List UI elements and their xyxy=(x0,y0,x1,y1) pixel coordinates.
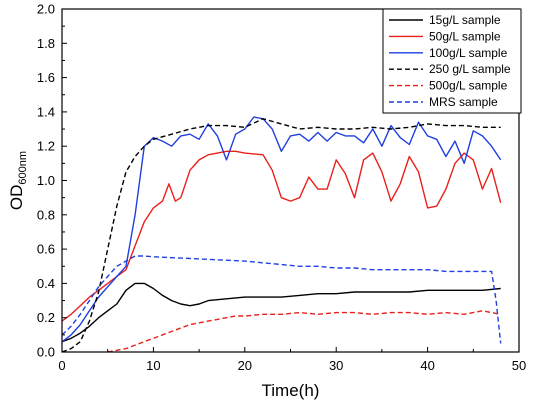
series-line-5 xyxy=(107,310,501,352)
x-axis-title: Time(h) xyxy=(262,381,320,400)
legend-label: 100g/L sample xyxy=(429,46,508,60)
series-layer xyxy=(62,116,502,352)
x-tick-label: 30 xyxy=(329,358,343,373)
legend-label: MRS sample xyxy=(429,95,498,109)
y-tick-label: 0.4 xyxy=(37,276,55,291)
y-tick-label: 0.0 xyxy=(37,345,55,360)
ticks-layer: 0 10 20 30 40 50 0.0 0.2 0.4 0.6 0.8 1.0 1.2 1.4 1.6 1.… xyxy=(37,2,526,374)
y-axis-title-main: OD xyxy=(7,185,26,211)
y-tick-label: 0.6 xyxy=(37,242,55,257)
legend-label: 50g/L sample xyxy=(429,29,501,43)
y-tick-label: 2.0 xyxy=(37,2,55,17)
y-tick-label: 0.8 xyxy=(37,207,55,222)
series-line-2 xyxy=(62,150,502,322)
y-tick-label: 1.8 xyxy=(37,36,55,51)
x-tick-label: 10 xyxy=(146,358,160,373)
y-tick-label: 1.0 xyxy=(37,173,55,188)
x-tick-label: 50 xyxy=(512,358,526,373)
series-line-6 xyxy=(62,255,502,344)
y-axis-title-subscript: 600nm xyxy=(17,151,29,185)
y-tick-label: 0.2 xyxy=(37,310,55,325)
series-line-3 xyxy=(62,116,502,343)
series-line-4 xyxy=(62,118,501,352)
y-tick-label: 1.6 xyxy=(37,70,55,85)
legend-label: 500g/L sample xyxy=(429,79,508,93)
x-tick-label: 0 xyxy=(58,358,65,373)
x-tick-label: 20 xyxy=(238,358,252,373)
legend: 15g/L sample 50g/L sample 100g/L sample 250… xyxy=(382,8,522,114)
y-tick-label: 1.4 xyxy=(37,104,55,119)
legend-label: 15g/L sample xyxy=(429,13,501,27)
x-tick-label: 40 xyxy=(420,358,434,373)
series-line-1 xyxy=(62,282,501,343)
legend-box xyxy=(382,8,522,114)
y-axis-title: OD600nm xyxy=(7,151,29,210)
legend-label: 250 g/L sample xyxy=(429,62,511,76)
y-tick-label: 1.2 xyxy=(37,139,55,154)
